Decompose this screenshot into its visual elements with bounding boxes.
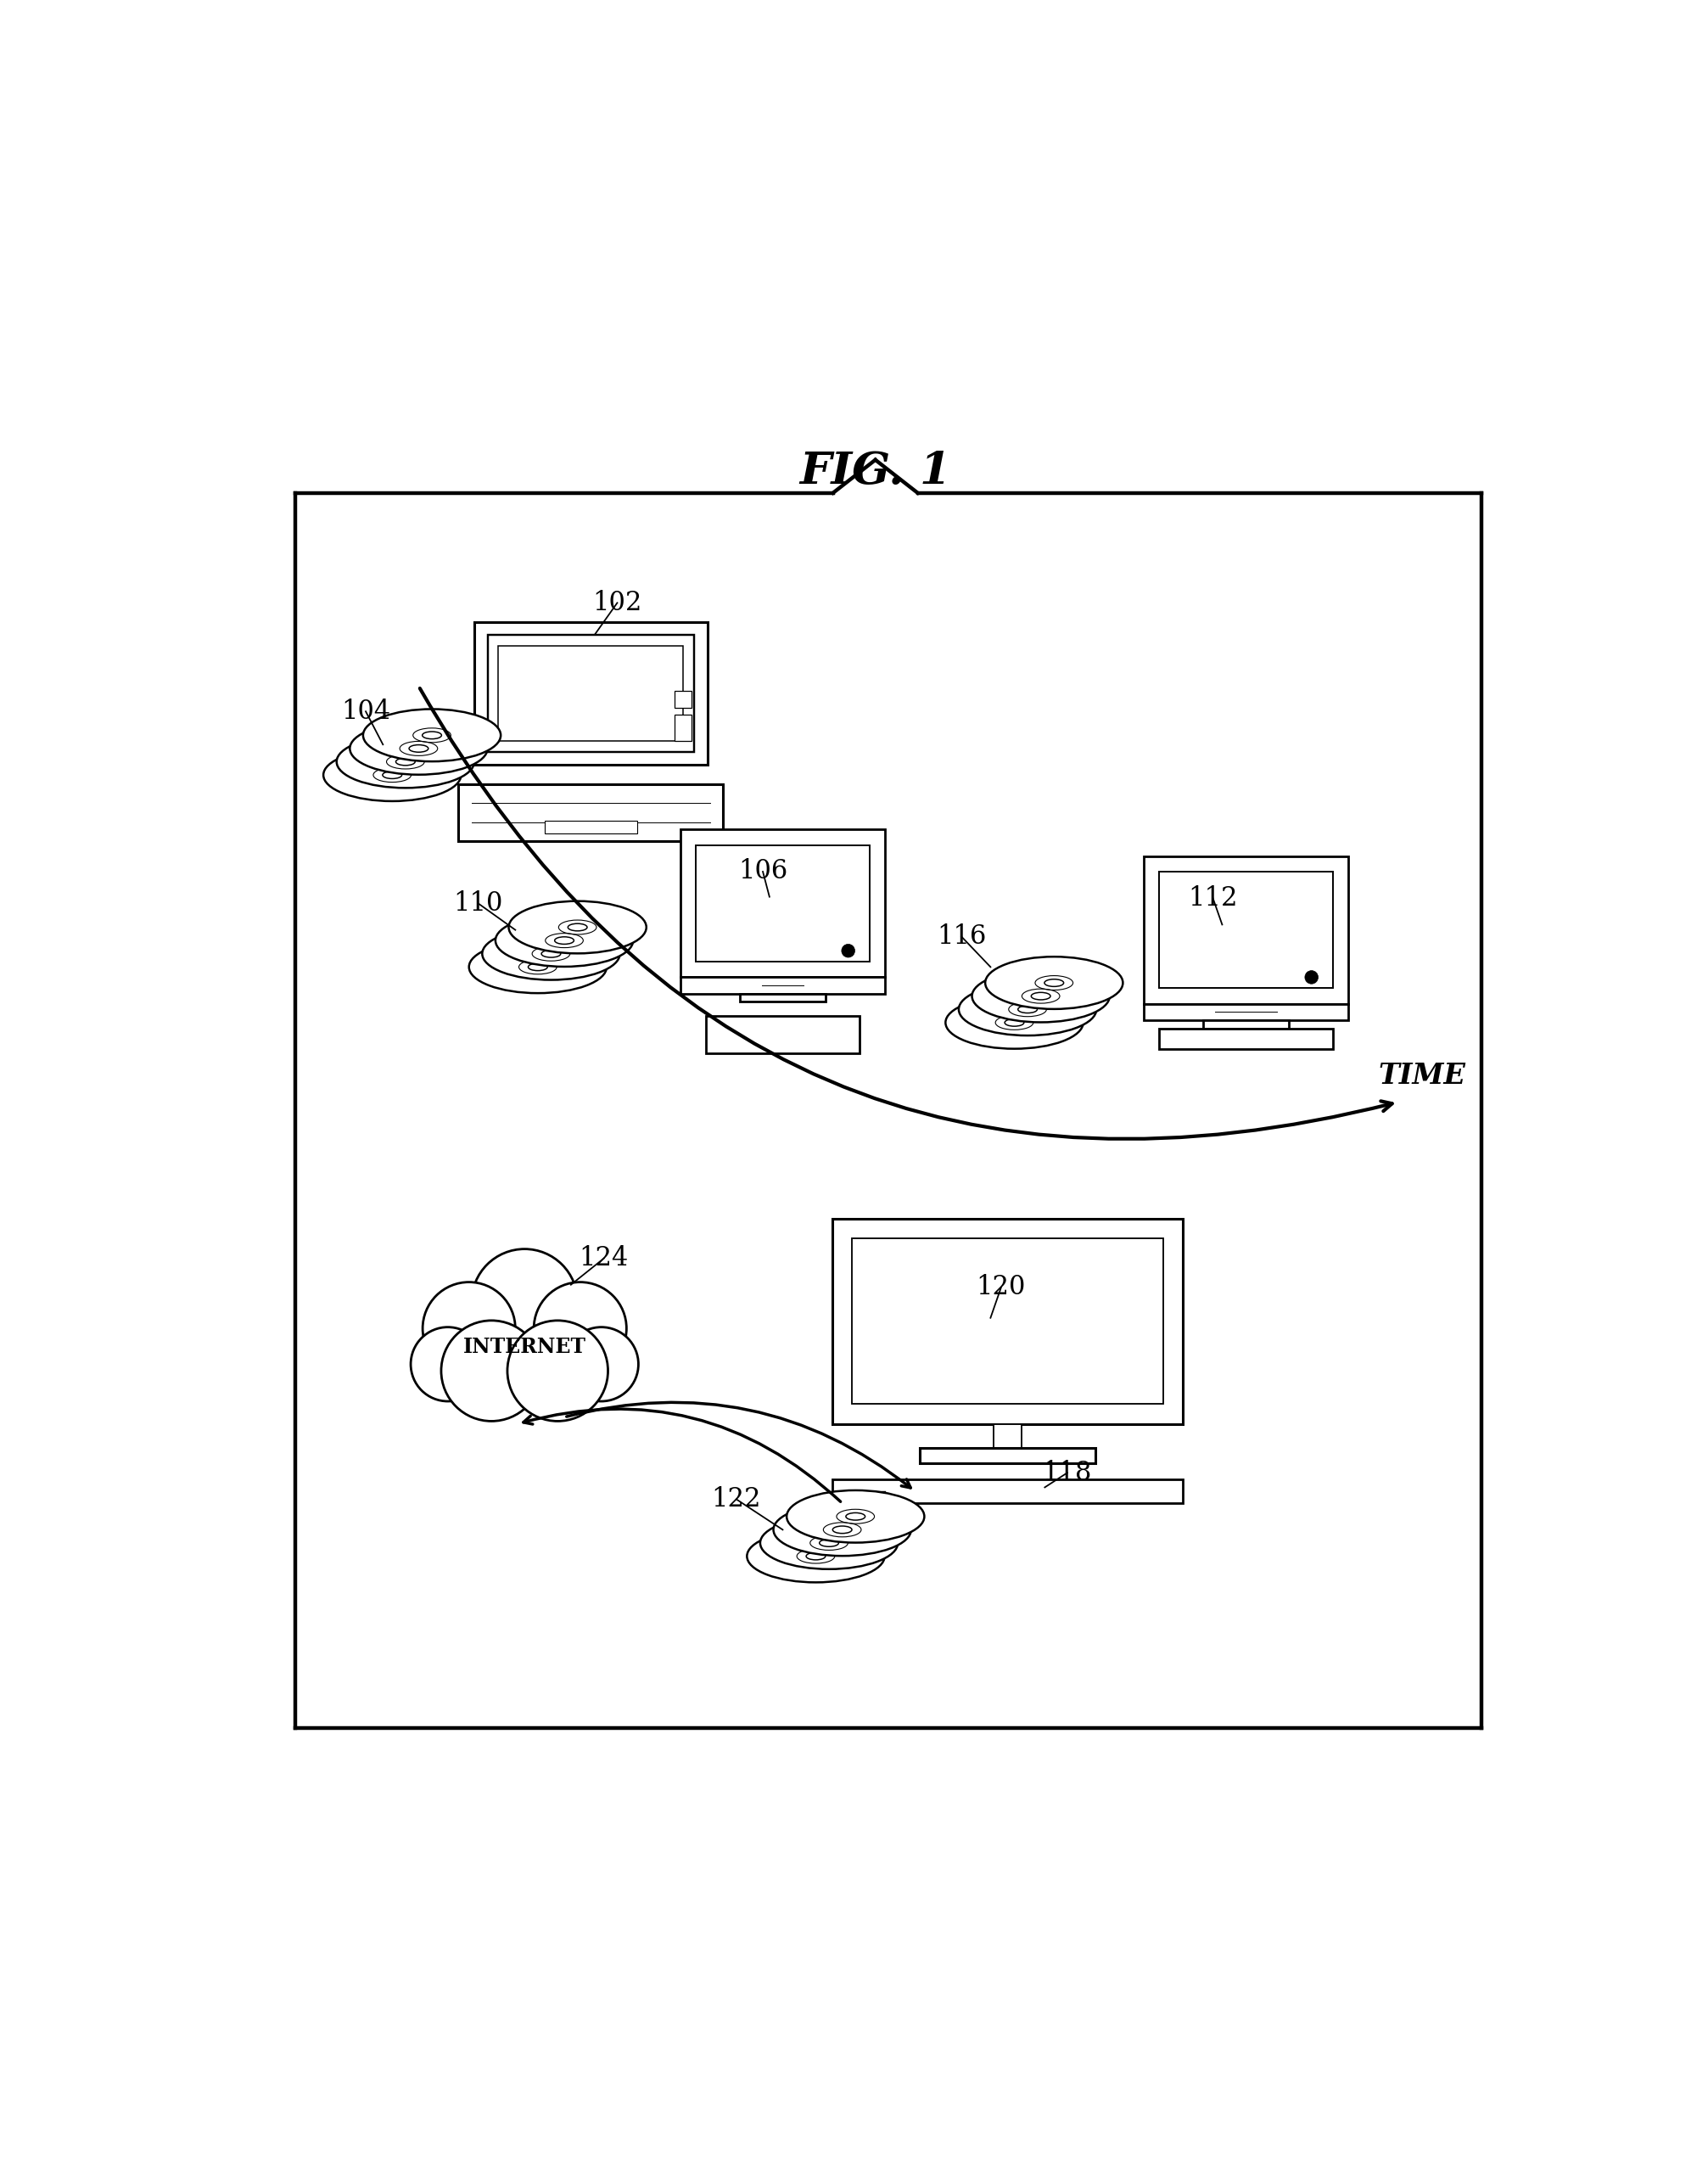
- Ellipse shape: [422, 731, 442, 738]
- Text: 112: 112: [1189, 886, 1238, 912]
- Bar: [832, 1219, 1184, 1424]
- Ellipse shape: [845, 1513, 866, 1520]
- Ellipse shape: [528, 962, 548, 971]
- Circle shape: [564, 1328, 639, 1402]
- Bar: [675, 690, 692, 708]
- Circle shape: [507, 1321, 608, 1422]
- Text: 104: 104: [342, 699, 391, 725]
- Ellipse shape: [1044, 980, 1064, 986]
- Ellipse shape: [555, 936, 574, 945]
- Ellipse shape: [1032, 993, 1050, 999]
- Circle shape: [471, 1250, 577, 1354]
- Ellipse shape: [946, 997, 1083, 1049]
- Bar: [1143, 1004, 1349, 1021]
- Bar: [1158, 1028, 1334, 1049]
- Ellipse shape: [323, 749, 461, 801]
- Circle shape: [1305, 971, 1319, 984]
- Ellipse shape: [495, 914, 634, 967]
- Text: 124: 124: [579, 1245, 629, 1271]
- Ellipse shape: [336, 736, 475, 788]
- Bar: [487, 636, 693, 751]
- Circle shape: [422, 1282, 516, 1376]
- Bar: [832, 1480, 1184, 1504]
- Ellipse shape: [541, 949, 560, 958]
- Ellipse shape: [972, 971, 1110, 1023]
- Ellipse shape: [832, 1526, 852, 1533]
- Bar: [1143, 856, 1349, 1004]
- Text: 110: 110: [454, 890, 502, 917]
- Ellipse shape: [364, 710, 500, 762]
- Circle shape: [842, 945, 854, 958]
- Ellipse shape: [986, 956, 1122, 1008]
- Ellipse shape: [396, 758, 415, 766]
- Ellipse shape: [774, 1504, 910, 1557]
- Ellipse shape: [350, 723, 487, 775]
- Bar: [921, 1448, 1095, 1463]
- Bar: [680, 977, 885, 993]
- Ellipse shape: [509, 901, 646, 954]
- Ellipse shape: [746, 1530, 885, 1583]
- Text: FIG. 1: FIG. 1: [799, 451, 951, 494]
- Ellipse shape: [760, 1517, 898, 1570]
- Bar: [680, 829, 885, 977]
- Bar: [852, 1239, 1163, 1404]
- Circle shape: [410, 1328, 485, 1402]
- Text: 116: 116: [936, 923, 986, 949]
- Bar: [499, 647, 683, 740]
- Bar: [1160, 871, 1332, 988]
- Text: INTERNET: INTERNET: [463, 1337, 586, 1356]
- Ellipse shape: [408, 745, 429, 753]
- Bar: [994, 1424, 1021, 1448]
- Bar: [740, 993, 825, 1001]
- Bar: [675, 714, 692, 740]
- Text: 106: 106: [738, 858, 787, 884]
- Bar: [458, 784, 722, 840]
- Ellipse shape: [1018, 1006, 1037, 1012]
- Ellipse shape: [958, 984, 1097, 1036]
- Bar: [705, 1017, 859, 1054]
- Ellipse shape: [567, 923, 588, 932]
- Ellipse shape: [383, 771, 401, 779]
- Bar: [695, 845, 869, 962]
- Bar: [545, 821, 637, 834]
- Ellipse shape: [1004, 1019, 1025, 1025]
- Ellipse shape: [806, 1552, 825, 1561]
- Bar: [1202, 1021, 1290, 1028]
- Text: 122: 122: [712, 1487, 762, 1513]
- Ellipse shape: [482, 927, 620, 980]
- Ellipse shape: [820, 1539, 839, 1546]
- Text: 120: 120: [977, 1274, 1027, 1300]
- Text: 102: 102: [593, 590, 642, 616]
- Bar: [475, 623, 707, 764]
- Circle shape: [535, 1282, 627, 1376]
- Text: TIME: TIME: [1378, 1062, 1465, 1088]
- Ellipse shape: [787, 1491, 924, 1543]
- Text: 118: 118: [1042, 1459, 1091, 1487]
- Ellipse shape: [470, 940, 606, 993]
- Circle shape: [441, 1321, 541, 1422]
